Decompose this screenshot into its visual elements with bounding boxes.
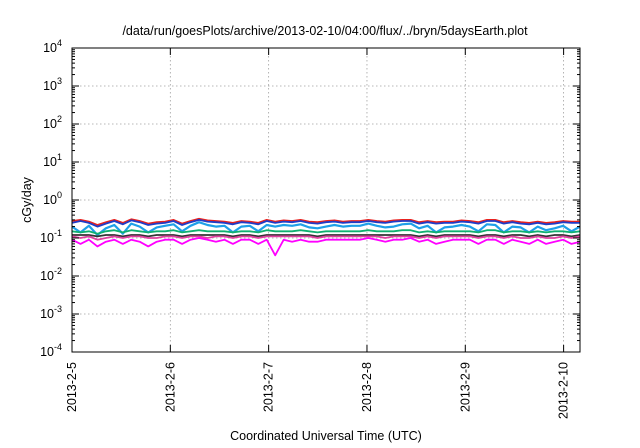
x-tick-label: 2013-2-8 — [360, 362, 374, 412]
y-tick-exponent: -4 — [54, 342, 62, 352]
y-tick-exponent: -1 — [54, 228, 62, 238]
y-tick-exponent: 2 — [57, 114, 62, 124]
x-tick-label: 2013-2-5 — [65, 362, 79, 412]
y-tick-exponent: 1 — [57, 152, 62, 162]
y-tick-label: 10-1 — [40, 228, 62, 245]
y-axis-label: cGy/day — [20, 176, 34, 223]
series-line-3 — [71, 221, 581, 237]
chart-title: /data/run/goesPlots/archive/2013-02-10/0… — [122, 24, 528, 38]
plot-frame — [71, 47, 581, 353]
y-tick-label: 103 — [43, 76, 62, 93]
grid-lines — [71, 48, 580, 352]
y-tick-label: 104 — [43, 38, 62, 55]
series-line-7 — [71, 237, 581, 257]
y-tick-exponent: 0 — [57, 190, 62, 200]
series-lines — [71, 217, 581, 257]
y-tick-label: 10-2 — [40, 266, 62, 283]
y-tick-exponent: -3 — [54, 304, 62, 314]
series-line-4 — [71, 229, 581, 235]
y-tick-label: 10-3 — [40, 304, 62, 321]
y-tick-label: 102 — [43, 114, 62, 131]
x-tick-label: 2013-2-10 — [557, 362, 571, 419]
x-tick-labels: 2013-2-5 2013-2-6 2013-2-7 2013-2-8 2013-2-9… — [65, 362, 571, 419]
y-tick-label: 10-4 — [40, 342, 62, 359]
x-tick-label: 2013-2-7 — [262, 362, 276, 412]
series-line-5 — [72, 234, 581, 238]
series-line-2 — [71, 218, 580, 228]
series-line-1 — [71, 217, 580, 226]
y-tick-exponent: -2 — [54, 266, 62, 276]
y-tick-label: 100 — [43, 190, 62, 207]
series-line-6 — [71, 235, 581, 241]
y-tick-exponent: 4 — [57, 38, 62, 48]
y-tick-label: 101 — [43, 152, 62, 169]
x-axis-label: Coordinated Universal Time (UTC) — [230, 429, 422, 443]
x-tick-label: 2013-2-9 — [458, 362, 472, 412]
y-tick-exponent: 3 — [57, 76, 62, 86]
x-tick-label: 2013-2-6 — [163, 362, 177, 412]
